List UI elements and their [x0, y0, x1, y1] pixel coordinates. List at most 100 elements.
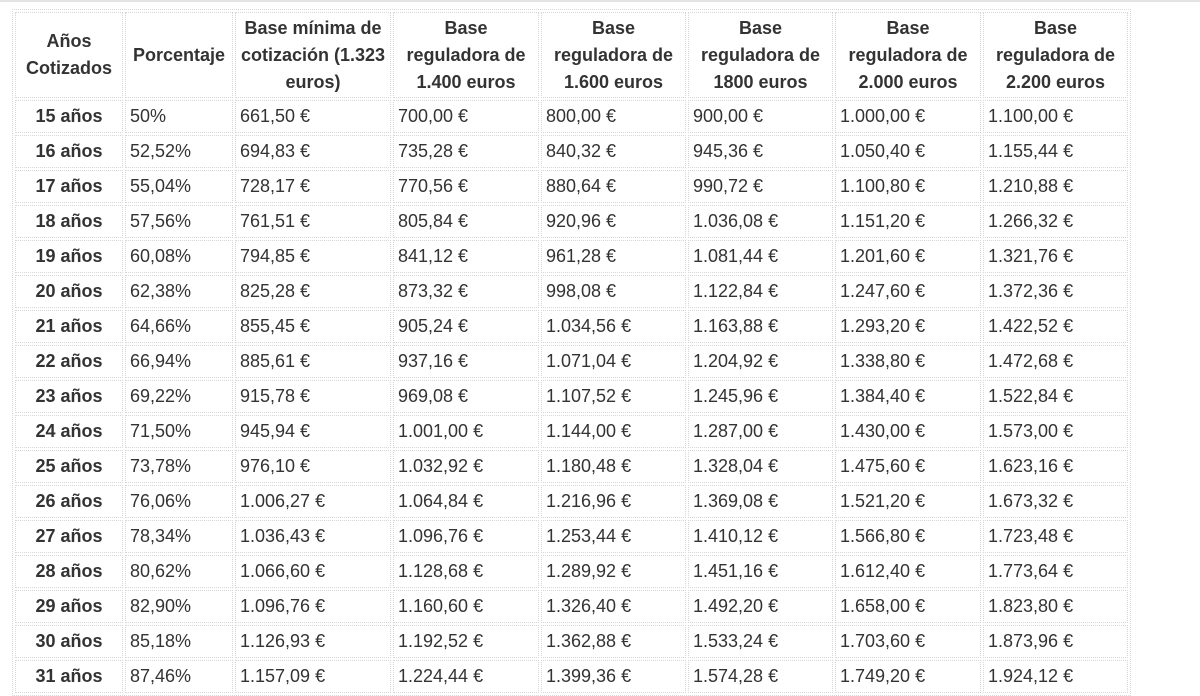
amount-cell: 1.036,43 € — [235, 520, 391, 553]
amount-cell: 1.163,88 € — [688, 310, 833, 343]
amount-cell: 1.107,52 € — [541, 380, 686, 413]
column-header: Porcentaje — [125, 12, 233, 98]
amount-cell: 945,94 € — [235, 415, 391, 448]
header-row: Años Cotizados Porcentaje Base mínima de c… — [15, 12, 1128, 98]
column-header: Base reguladora de 1800 euros — [688, 12, 833, 98]
years-cell: 26 años — [15, 485, 123, 518]
amount-cell: 1.472,68 € — [983, 345, 1128, 378]
amount-cell: 1.399,36 € — [541, 660, 686, 693]
amount-cell: 1.321,76 € — [983, 240, 1128, 273]
amount-cell: 1.210,88 € — [983, 170, 1128, 203]
table-row: 29 años 82,90% 1.096,76 €1.160,60 €1.326,4… — [15, 590, 1128, 623]
percentage-cell: 87,46% — [125, 660, 233, 693]
amount-cell: 1.247,60 € — [835, 275, 981, 308]
amount-cell: 661,50 € — [235, 100, 391, 133]
amount-cell: 1.749,20 € — [835, 660, 981, 693]
amount-cell: 1.533,24 € — [688, 625, 833, 658]
percentage-cell: 76,06% — [125, 485, 233, 518]
amount-cell: 961,28 € — [541, 240, 686, 273]
amount-cell: 794,85 € — [235, 240, 391, 273]
amount-cell: 735,28 € — [393, 135, 539, 168]
amount-cell: 1.128,68 € — [393, 555, 539, 588]
amount-cell: 1.673,32 € — [983, 485, 1128, 518]
amount-cell: 1.522,84 € — [983, 380, 1128, 413]
amount-cell: 1.192,52 € — [393, 625, 539, 658]
amount-cell: 1.372,36 € — [983, 275, 1128, 308]
amount-cell: 1.034,56 € — [541, 310, 686, 343]
amount-cell: 855,45 € — [235, 310, 391, 343]
amount-cell: 1.100,00 € — [983, 100, 1128, 133]
amount-cell: 1.216,96 € — [541, 485, 686, 518]
amount-cell: 1.096,76 € — [393, 520, 539, 553]
amount-cell: 885,61 € — [235, 345, 391, 378]
amount-cell: 1.369,08 € — [688, 485, 833, 518]
amount-cell: 1.873,96 € — [983, 625, 1128, 658]
column-header: Base reguladora de 2.000 euros — [835, 12, 981, 98]
amount-cell: 1.000,00 € — [835, 100, 981, 133]
column-header: Años Cotizados — [15, 12, 123, 98]
amount-cell: 1.823,80 € — [983, 590, 1128, 623]
years-cell: 22 años — [15, 345, 123, 378]
table-row: 22 años 66,94% 885,61 €937,16 €1.071,04 €1… — [15, 345, 1128, 378]
years-cell: 17 años — [15, 170, 123, 203]
amount-cell: 1.155,44 € — [983, 135, 1128, 168]
amount-cell: 920,96 € — [541, 205, 686, 238]
amount-cell: 700,00 € — [393, 100, 539, 133]
amount-cell: 873,32 € — [393, 275, 539, 308]
amount-cell: 1.201,60 € — [835, 240, 981, 273]
table-row: 30 años 85,18% 1.126,93 €1.192,52 €1.362,8… — [15, 625, 1128, 658]
amount-cell: 998,08 € — [541, 275, 686, 308]
amount-cell: 1.326,40 € — [541, 590, 686, 623]
amount-cell: 1.289,92 € — [541, 555, 686, 588]
years-cell: 31 años — [15, 660, 123, 693]
table-row: 24 años 71,50% 945,94 €1.001,00 €1.144,00 … — [15, 415, 1128, 448]
column-header: Base reguladora de 1.600 euros — [541, 12, 686, 98]
amount-cell: 800,00 € — [541, 100, 686, 133]
pension-table: Años Cotizados Porcentaje Base mínima de c… — [12, 9, 1131, 696]
table-row: 23 años 69,22% 915,78 €969,08 €1.107,52 €1… — [15, 380, 1128, 413]
amount-cell: 937,16 € — [393, 345, 539, 378]
amount-cell: 1.064,84 € — [393, 485, 539, 518]
table-row: 27 años 78,34% 1.036,43 €1.096,76 €1.253,4… — [15, 520, 1128, 553]
amount-cell: 1.001,00 € — [393, 415, 539, 448]
amount-cell: 1.100,80 € — [835, 170, 981, 203]
percentage-cell: 60,08% — [125, 240, 233, 273]
amount-cell: 1.071,04 € — [541, 345, 686, 378]
amount-cell: 1.430,00 € — [835, 415, 981, 448]
years-cell: 28 años — [15, 555, 123, 588]
amount-cell: 1.204,92 € — [688, 345, 833, 378]
amount-cell: 1.151,20 € — [835, 205, 981, 238]
amount-cell: 1.266,32 € — [983, 205, 1128, 238]
amount-cell: 694,83 € — [235, 135, 391, 168]
table-row: 26 años 76,06% 1.006,27 €1.064,84 €1.216,9… — [15, 485, 1128, 518]
years-cell: 21 años — [15, 310, 123, 343]
table-row: 16 años 52,52% 694,83 €735,28 €840,32 €945… — [15, 135, 1128, 168]
amount-cell: 1.703,60 € — [835, 625, 981, 658]
table-row: 21 años 64,66% 855,45 €905,24 €1.034,56 €1… — [15, 310, 1128, 343]
years-cell: 30 años — [15, 625, 123, 658]
amount-cell: 1.475,60 € — [835, 450, 981, 483]
amount-cell: 1.224,44 € — [393, 660, 539, 693]
amount-cell: 825,28 € — [235, 275, 391, 308]
table-row: 19 años 60,08% 794,85 €841,12 €961,28 €1.0… — [15, 240, 1128, 273]
years-cell: 16 años — [15, 135, 123, 168]
amount-cell: 880,64 € — [541, 170, 686, 203]
amount-cell: 1.122,84 € — [688, 275, 833, 308]
amount-cell: 1.492,20 € — [688, 590, 833, 623]
amount-cell: 1.573,00 € — [983, 415, 1128, 448]
percentage-cell: 80,62% — [125, 555, 233, 588]
amount-cell: 1.245,96 € — [688, 380, 833, 413]
table-body: 15 años 50% 661,50 €700,00 €800,00 €900,00… — [15, 100, 1128, 693]
amount-cell: 805,84 € — [393, 205, 539, 238]
years-cell: 20 años — [15, 275, 123, 308]
table-row: 25 años 73,78% 976,10 €1.032,92 €1.180,48 … — [15, 450, 1128, 483]
table-row: 28 años 80,62% 1.066,60 €1.128,68 €1.289,9… — [15, 555, 1128, 588]
column-header: Base reguladora de 2.200 euros — [983, 12, 1128, 98]
percentage-cell: 57,56% — [125, 205, 233, 238]
amount-cell: 1.036,08 € — [688, 205, 833, 238]
amount-cell: 969,08 € — [393, 380, 539, 413]
years-cell: 15 años — [15, 100, 123, 133]
amount-cell: 915,78 € — [235, 380, 391, 413]
amount-cell: 1.328,04 € — [688, 450, 833, 483]
amount-cell: 1.144,00 € — [541, 415, 686, 448]
